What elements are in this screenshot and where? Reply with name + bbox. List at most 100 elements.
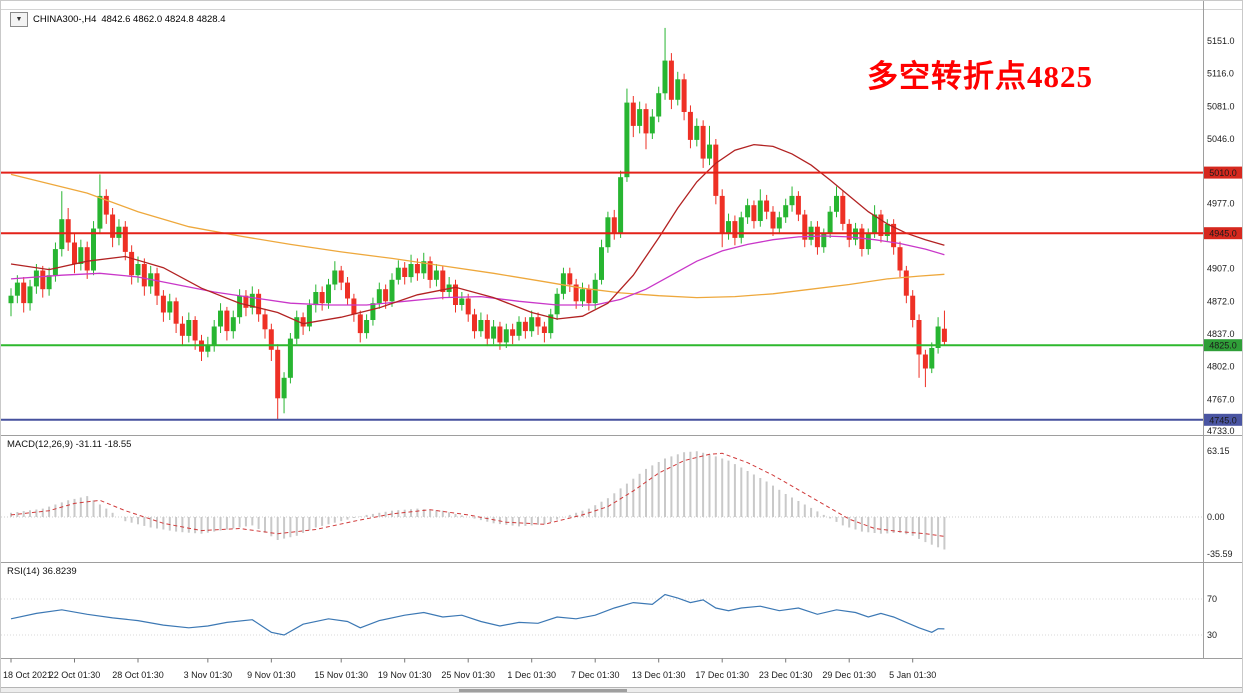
candle-body [478, 320, 484, 332]
candle-body [776, 217, 782, 229]
candle-body [306, 305, 312, 327]
candle-body [8, 295, 14, 304]
candle-body [846, 223, 852, 240]
candle-body [922, 354, 928, 369]
candle-body [783, 205, 789, 218]
candle-body [110, 214, 116, 238]
candle-body [268, 329, 274, 350]
price-axis-label: 4907.0 [1207, 264, 1235, 274]
candle-body [516, 321, 522, 336]
candle-body [192, 320, 198, 341]
candle-body [649, 116, 655, 134]
candle-body [338, 270, 344, 283]
horizontal-scrollbar[interactable] [1, 687, 1242, 692]
candle-body [224, 310, 230, 332]
candle-body [433, 270, 439, 280]
candle-body [611, 217, 617, 234]
candle-body [694, 125, 700, 140]
price-axis-label: 4733.0 [1207, 426, 1235, 436]
candle-body [78, 247, 84, 264]
price-axis-label: 5081.0 [1207, 101, 1235, 111]
price-line-badge-label: 4945.0 [1209, 229, 1237, 239]
price-axis-label: 5046.0 [1207, 134, 1235, 144]
rsi-axis-label: 30 [1207, 630, 1217, 640]
candle-body [884, 223, 890, 236]
ma-fast-darkred [10, 143, 945, 325]
candle-body [643, 109, 649, 134]
candle-body [726, 221, 731, 234]
candle-body [421, 261, 427, 274]
candle-body [326, 284, 331, 304]
candle-body [357, 314, 363, 334]
time-axis-label: 15 Nov 01:30 [314, 670, 368, 680]
candle-body [313, 292, 319, 306]
candle-body [941, 328, 947, 342]
candle-body [402, 267, 408, 277]
time-axis-label: 3 Nov 01:30 [184, 670, 233, 680]
candle-body [732, 221, 738, 238]
candle-body [541, 326, 547, 333]
candle-body [897, 247, 903, 271]
candle-body [662, 60, 668, 94]
macd-axis-label: 63.15 [1207, 446, 1230, 456]
time-axis-label: 1 Dec 01:30 [507, 670, 556, 680]
ma-slow-orange [10, 173, 945, 299]
candle-body [554, 293, 560, 315]
candle-body [27, 286, 33, 304]
rsi-indicator-value: 36.8239 [42, 566, 77, 577]
price-axis-label: 5151.0 [1207, 36, 1235, 46]
price-axis-label: 4872.0 [1207, 296, 1235, 306]
candle-body [332, 270, 338, 285]
candle-body [757, 200, 763, 221]
candle-body [668, 60, 674, 100]
candle-body [453, 284, 458, 305]
candle-body [827, 211, 833, 234]
candle-body [872, 214, 878, 234]
candle-body [560, 273, 566, 294]
candle-body [707, 144, 712, 159]
candle-body [160, 295, 166, 313]
candle-body [14, 282, 20, 296]
candle-body [764, 200, 770, 212]
candle-body [903, 270, 909, 296]
price-axis-label: 4802.0 [1207, 362, 1235, 372]
candle-body [33, 270, 39, 287]
time-axis-label: 22 Oct 01:30 [49, 670, 101, 680]
macd-indicator-label: MACD(12,26,9) -31.11 -18.55 [7, 439, 131, 450]
candle-body [929, 348, 935, 369]
candle-body [383, 289, 389, 302]
candle-body [211, 326, 217, 346]
candle-body [687, 111, 693, 140]
symbol-dropdown-icon[interactable]: ▼ [10, 12, 28, 27]
time-axis-label: 18 Oct 2021 [3, 670, 52, 680]
candle-body [745, 205, 751, 218]
scrollbar-thumb[interactable] [459, 689, 627, 692]
candle-body [408, 264, 414, 278]
candle-body [294, 317, 300, 339]
candle-body [52, 249, 58, 276]
time-axis-label: 25 Nov 01:30 [441, 670, 495, 680]
candle-body [72, 242, 77, 264]
candle-body [567, 273, 573, 285]
candle-body [173, 301, 179, 324]
candle-body [618, 177, 624, 234]
candle-body [395, 267, 401, 280]
candle-body [345, 282, 350, 299]
price-line-badge-label: 4825.0 [1209, 341, 1237, 351]
macd-indicator-name: MACD(12,26,9) [7, 439, 73, 450]
candle-body [300, 317, 306, 327]
candle-body [548, 314, 554, 334]
candle-body [891, 223, 897, 248]
candle-body [535, 317, 541, 327]
candle-body [637, 109, 643, 126]
candle-body [497, 326, 503, 343]
candle-body [287, 338, 293, 378]
time-axis-label: 17 Dec 01:30 [695, 670, 749, 680]
candle-body [65, 219, 71, 243]
candle-body [465, 298, 471, 315]
candle-body [834, 195, 839, 212]
annotation-text[interactable]: 多空转折点4825 [867, 59, 1093, 94]
time-axis-label: 19 Nov 01:30 [378, 670, 432, 680]
candle-body [40, 270, 46, 290]
